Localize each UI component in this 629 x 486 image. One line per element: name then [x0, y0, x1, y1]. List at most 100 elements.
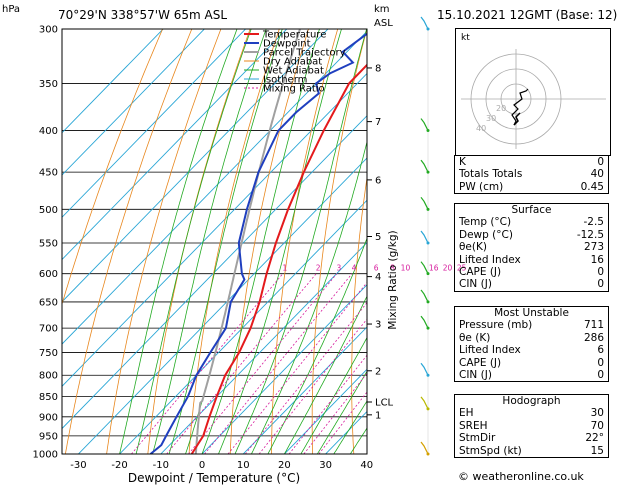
wind-barb-500	[420, 196, 429, 210]
km-tick-2: 2	[375, 366, 381, 377]
wet-adiabat-12	[251, 140, 367, 454]
hodo-ring-label-20: 20	[496, 104, 506, 113]
isotherm--90	[62, 29, 247, 218]
wind-dot-1000	[426, 452, 430, 456]
surface-cape-label: CAPE (J)	[459, 266, 502, 279]
mixing-ratio-label-2: 2	[316, 264, 321, 273]
hodo-ring-label-30: 30	[486, 114, 496, 123]
mu-li-value: 6	[597, 344, 604, 357]
pressure-tick-800: 800	[39, 371, 58, 382]
x-axis-label: Dewpoint / Temperature (°C)	[128, 471, 300, 485]
surface-cin-value: 0	[597, 278, 604, 291]
mu-cape-label: CAPE (J)	[459, 356, 502, 369]
temperature-line	[190, 63, 367, 454]
pressure-tick-350: 350	[39, 79, 58, 90]
wind-dot-300	[426, 27, 430, 31]
mixing-ratio-line-3	[188, 273, 338, 454]
wet-adiabat-4	[218, 29, 342, 454]
isotherm--110	[62, 29, 164, 134]
pressure-tick-850: 850	[39, 392, 58, 403]
mixing-ratio-axis-label: Mixing Ratio (g/kg)	[387, 230, 399, 329]
km-tick-8: 8	[375, 63, 381, 74]
mixing-ratio-line-2	[166, 273, 317, 454]
temp-tick-10: 10	[237, 460, 250, 471]
mixing-ratio-line-16	[288, 354, 367, 454]
isotherm-10	[242, 326, 367, 454]
parcel-trajectory-line	[194, 29, 302, 454]
km-tick-7: 7	[375, 117, 381, 128]
hodo-eh-label: EH	[459, 407, 474, 420]
km-tick-1: 1	[375, 410, 381, 421]
km-tick-4: 4	[375, 272, 381, 283]
mixing-ratio-line-20	[303, 372, 367, 454]
hodo-stmspd-value: 15	[590, 444, 604, 457]
pressure-tick-550: 550	[39, 238, 58, 249]
legend-label-2: Parcel Trajectory	[263, 48, 346, 59]
wind-dot-500	[426, 207, 430, 211]
legend-label-1: Dewpoint	[263, 39, 311, 50]
mixing-ratio-label-25: 25	[457, 264, 467, 273]
pressure-tick-700: 700	[39, 324, 58, 335]
mixing-ratio-line-8	[244, 302, 367, 454]
temp-tick--20: -20	[111, 460, 127, 471]
asl-unit: ASL	[374, 18, 393, 29]
wind-dot-880	[426, 407, 430, 411]
wind-barb-650	[420, 289, 429, 303]
surface-title: Surface	[511, 204, 552, 216]
mixing-ratio-label-4: 4	[352, 264, 357, 273]
wind-barb-1000	[420, 441, 429, 455]
dewpoint-line	[149, 32, 367, 454]
most-unstable-table: Most Unstable Pressure (mb) 711 θe (K) 286…	[454, 306, 609, 383]
location-title: 70°29'N 338°57'W 65m ASL	[58, 8, 227, 22]
wind-dot-400	[426, 129, 430, 133]
datetime-title: 15.10.2021 12GMT (Base: 12)	[437, 8, 617, 22]
wind-barb-450	[420, 159, 429, 173]
dry-adiabat-310	[351, 175, 367, 454]
temp-tick--10: -10	[153, 460, 169, 471]
profile-lines	[149, 29, 367, 454]
indices-table: K 0 Totals Totals 40 PW (cm) 0.45	[454, 155, 609, 195]
hodo-stmspd-label: StmSpd (kt)	[459, 444, 522, 457]
index-pw-label: PW (cm)	[459, 180, 504, 193]
km-tick-3: 3	[375, 320, 381, 331]
wet-adiabat-8	[234, 29, 367, 454]
hodograph-unit: kt	[461, 33, 470, 43]
dry-adiabat-290	[270, 29, 339, 454]
surface-dewp-value: -12.5	[576, 228, 604, 241]
legend-label-3: Dry Adiabat	[263, 57, 322, 68]
mu-thetae-label: θe (K)	[459, 331, 491, 344]
hodo-title: Hodograph	[502, 395, 561, 407]
hodograph-low-trace	[513, 112, 521, 126]
km-unit: km	[374, 4, 390, 15]
isotherm--40	[62, 115, 367, 430]
pressure-tick-400: 400	[39, 126, 58, 137]
wind-barb-600	[420, 261, 429, 274]
surface-li-value: 16	[590, 253, 604, 266]
wind-dot-600	[426, 272, 430, 276]
wet-adiabat-32	[333, 400, 367, 454]
mu-cape-value: 0	[597, 356, 604, 369]
legend-label-0: Temperature	[262, 30, 326, 41]
temp-tick-30: 30	[319, 460, 332, 471]
wind-barb-880	[420, 396, 429, 410]
hodo-sreh-value: 70	[590, 419, 604, 432]
index-pw-value: 0.45	[580, 180, 604, 193]
mu-cin-value: 0	[597, 369, 604, 382]
mixing-ratio-line-6	[227, 281, 367, 454]
wet-adiabat-24	[300, 336, 367, 454]
hodograph-table: Hodograph EH 30 SREH 70 StmDir 22° StmSpd (…	[454, 394, 609, 459]
wet-adiabat-28	[317, 370, 367, 454]
wind-barb-300	[420, 16, 429, 30]
wind-dot-550	[426, 241, 430, 245]
hodo-eh-value: 30	[590, 407, 604, 420]
surface-dewp-label: Dewp (°C)	[459, 228, 513, 241]
mixing-ratio-line-10	[258, 318, 367, 454]
hodograph-panel: kt 40 30 20	[455, 28, 611, 156]
mixing-ratio-label-10: 10	[401, 264, 411, 273]
pressure-tick-1000: 1000	[33, 450, 58, 461]
wind-barbs	[420, 16, 430, 456]
index-k-value: 0	[597, 156, 604, 168]
wind-barb-400	[420, 118, 429, 131]
pressure-tick-900: 900	[39, 412, 58, 423]
